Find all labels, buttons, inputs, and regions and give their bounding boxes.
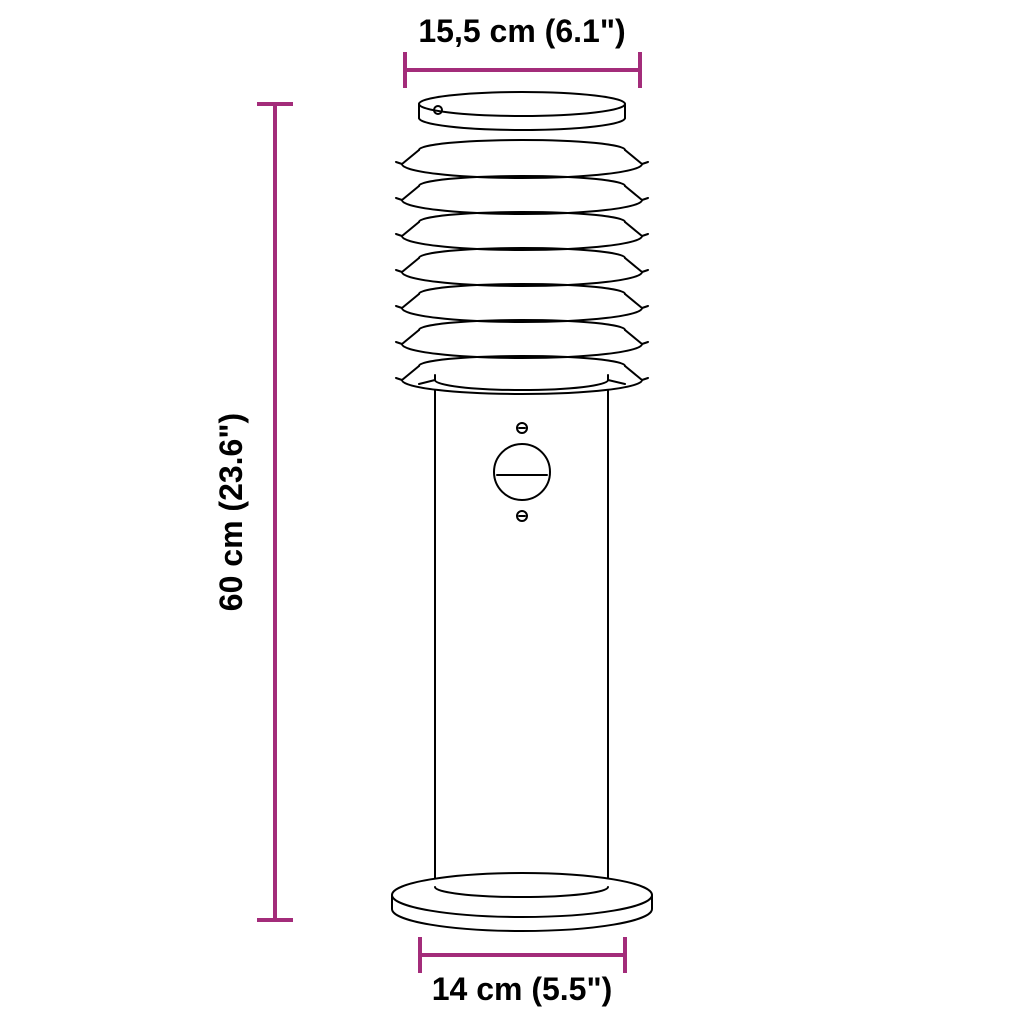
dimension-label-top_width: 15,5 cm (6.1") <box>418 13 625 49</box>
dimension-label-bottom_width: 14 cm (5.5") <box>432 971 613 1007</box>
dimension-lines <box>257 52 640 973</box>
dimension-diagram: 15,5 cm (6.1") 60 cm (23.6") 14 cm (5.5") <box>0 0 1024 1024</box>
dimension-label-height: 60 cm (23.6") <box>213 413 249 611</box>
lamp-outline <box>392 92 652 931</box>
